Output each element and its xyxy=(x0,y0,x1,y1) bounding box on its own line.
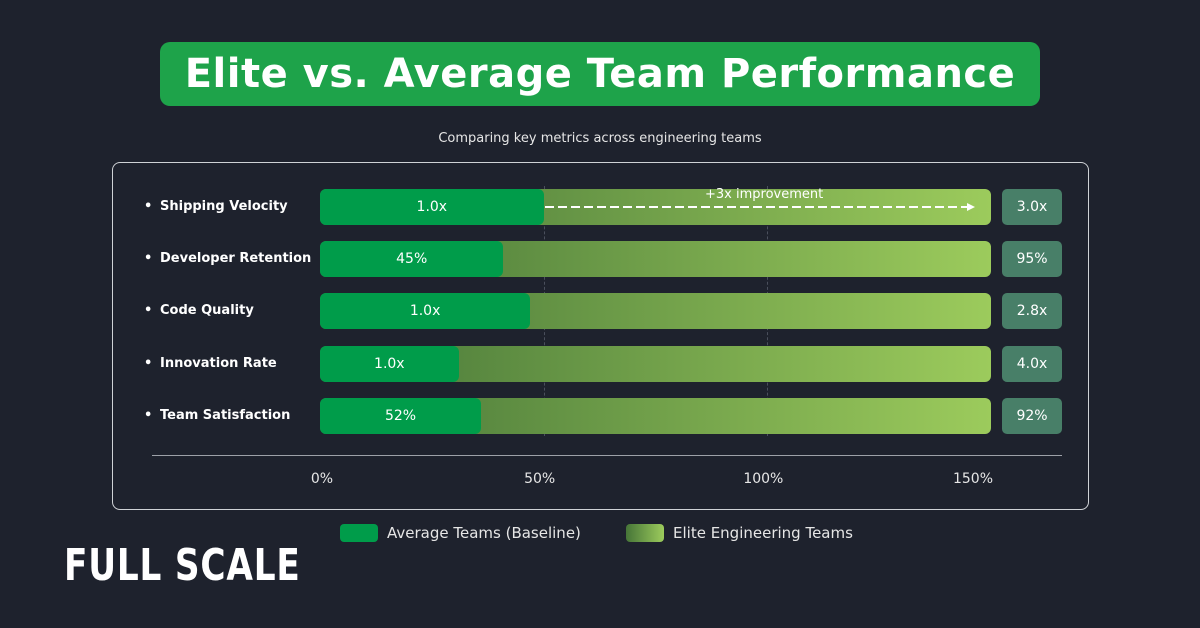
subtitle: Comparing key metrics across engineering… xyxy=(438,131,762,146)
elite-value-label: 2.8x xyxy=(1002,293,1062,330)
legend-swatch-elite xyxy=(626,524,664,542)
chart-panel xyxy=(112,162,1089,510)
category-label: Shipping Velocity xyxy=(144,197,288,217)
improvement-annotation: +3x improvement xyxy=(543,187,983,224)
full-scale-logo: FULL SCALE xyxy=(64,540,301,591)
x-tick-label: 150% xyxy=(952,471,994,487)
x-tick-label: 100% xyxy=(743,471,784,487)
x-tick-label: 50% xyxy=(524,471,556,487)
dashed-arrow-icon xyxy=(545,203,975,211)
legend-label-elite: Elite Engineering Teams xyxy=(673,524,853,542)
average-bar: 1.0x xyxy=(320,189,544,225)
category-label: Developer Retention xyxy=(144,249,311,269)
average-bar: 1.0x xyxy=(320,293,531,330)
category-label: Code Quality xyxy=(144,301,254,321)
legend-elite: Elite Engineering Teams xyxy=(626,524,853,542)
x-axis-line xyxy=(152,455,1062,456)
improvement-label: +3x improvement xyxy=(705,187,824,202)
legend-swatch-average xyxy=(340,524,378,542)
legend-average: Average Teams (Baseline) xyxy=(340,524,581,542)
elite-value-label: 95% xyxy=(1002,241,1062,278)
elite-value-label: 3.0x xyxy=(1002,189,1062,225)
category-label: Team Satisfaction xyxy=(144,406,290,426)
legend-label-average: Average Teams (Baseline) xyxy=(387,524,581,542)
elite-value-label: 92% xyxy=(1002,397,1062,434)
average-bar: 52% xyxy=(320,397,482,434)
average-bar: 1.0x xyxy=(320,345,459,382)
category-label: Innovation Rate xyxy=(144,354,277,374)
x-tick-label: 0% xyxy=(310,471,334,487)
average-bar: 45% xyxy=(320,241,504,278)
page-title: Elite vs. Average Team Performance xyxy=(160,42,1040,106)
elite-value-label: 4.0x xyxy=(1002,345,1062,382)
